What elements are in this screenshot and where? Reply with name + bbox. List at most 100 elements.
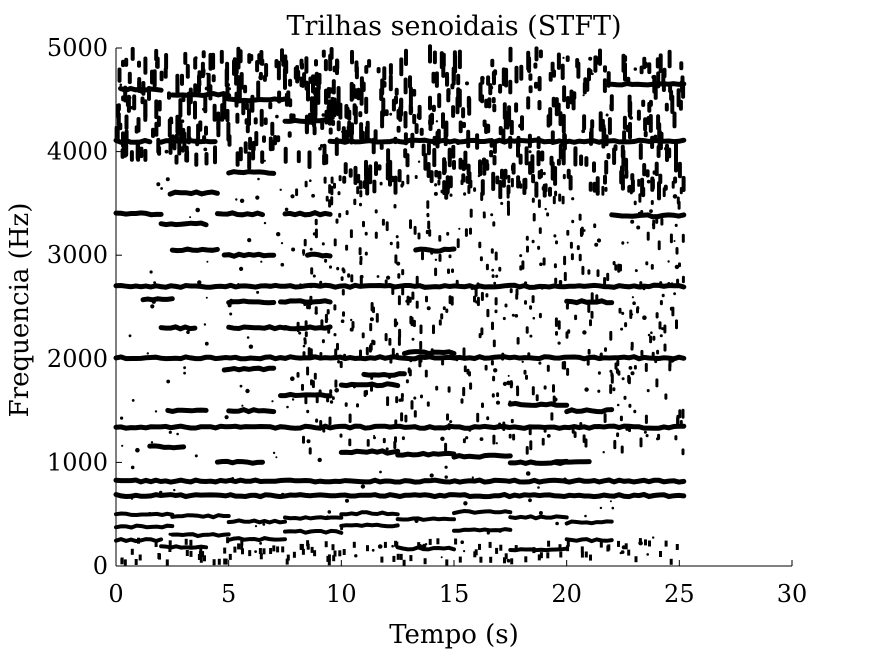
stft-speck xyxy=(490,213,494,217)
stft-peak-dot xyxy=(578,253,582,262)
stft-peak-dot xyxy=(675,247,679,255)
stft-peak-dot xyxy=(642,284,646,291)
stft-peak-dot xyxy=(523,369,527,375)
stft-speck xyxy=(582,229,586,232)
stft-peak-dot xyxy=(476,412,480,423)
stft-peak-dot xyxy=(630,346,634,351)
stft-peak-dot xyxy=(576,245,580,251)
stft-speck xyxy=(591,72,594,76)
stft-peak-dot xyxy=(446,231,450,236)
stft-peak-dot xyxy=(565,331,569,339)
stft-peak-dot xyxy=(312,274,316,278)
stft-peak-dash xyxy=(528,73,533,81)
stft-peak-dash xyxy=(550,130,555,145)
stft-speck xyxy=(672,194,678,199)
stft-peak-dash xyxy=(412,88,417,97)
stft-speck xyxy=(204,341,209,346)
stft-speck xyxy=(128,334,132,338)
stft-peak-dash xyxy=(213,145,217,165)
stft-peak-dash xyxy=(658,53,663,74)
stft-peak-dot xyxy=(563,255,567,266)
stft-speck xyxy=(254,525,258,528)
stft-peak-dot xyxy=(370,302,374,312)
stft-speck xyxy=(204,86,209,91)
stft-speck xyxy=(226,83,231,87)
stft-peak-dot xyxy=(656,349,660,355)
stft-speck xyxy=(498,529,502,533)
stft-low-mark xyxy=(454,538,458,545)
stft-peak-dash xyxy=(495,175,500,185)
stft-peak-dot xyxy=(620,174,624,184)
stft-peak-dot xyxy=(574,314,578,321)
stft-peak-dot xyxy=(400,393,404,398)
stft-peak-dash xyxy=(137,80,142,88)
stft-speck xyxy=(130,465,135,470)
stft-speck xyxy=(263,159,266,162)
stft-speck xyxy=(659,334,663,338)
stft-peak-dash xyxy=(334,137,339,156)
stft-speck xyxy=(563,477,567,482)
stft-peak-dash xyxy=(410,132,415,146)
stft-peak-dot xyxy=(338,212,342,218)
stft-peak-dash xyxy=(222,111,227,120)
stft-speck xyxy=(276,232,281,237)
stft-low-mark xyxy=(199,556,203,563)
stft-peak-dash xyxy=(679,61,684,71)
stft-peak-dash xyxy=(561,113,566,134)
stft-speck xyxy=(245,388,250,394)
stft-peak-dot xyxy=(527,352,531,358)
stft-peak-dash xyxy=(238,146,243,162)
stft-peak-dash xyxy=(243,84,248,94)
stft-peak-dot xyxy=(563,271,567,282)
stft-peak-dot xyxy=(348,438,352,447)
stft-peak-dot xyxy=(374,231,378,239)
stft-peak-dash xyxy=(493,69,498,76)
stft-peak-dash xyxy=(588,181,593,192)
stft-peak-dot xyxy=(359,202,362,207)
stft-peak-dot xyxy=(606,272,610,282)
stft-speck xyxy=(465,436,469,440)
stft-peak-dash xyxy=(654,161,659,177)
stft-speck xyxy=(631,313,634,316)
stft-speck xyxy=(359,274,364,279)
stft-peak-dot xyxy=(659,281,663,286)
stft-peak-dash xyxy=(552,69,556,78)
stft-peak-dash xyxy=(193,57,198,70)
stft-speck xyxy=(365,166,368,169)
stft-peak-dot xyxy=(441,359,445,366)
stft-speck xyxy=(166,379,171,384)
stft-peak-dash xyxy=(630,173,635,181)
stft-peak-dash xyxy=(121,59,125,68)
stft-speck xyxy=(651,75,656,80)
stft-peak-dash xyxy=(324,109,329,125)
stft-peak-dash xyxy=(280,48,284,62)
stft-peak-dot xyxy=(610,372,614,378)
stft-low-mark xyxy=(137,537,140,544)
stft-peak-dot xyxy=(445,186,449,196)
stft-low-mark xyxy=(558,544,562,551)
stft-speck xyxy=(322,425,325,429)
stft-peak-dash xyxy=(264,63,269,78)
stft-peak-dash xyxy=(489,150,494,158)
stft-speck xyxy=(465,81,469,86)
sinusoidal-track xyxy=(564,298,615,306)
stft-peak-dash xyxy=(516,135,521,148)
stft-speck xyxy=(229,312,233,316)
stft-peak-dash xyxy=(408,86,413,107)
stft-peak-dash xyxy=(377,164,382,171)
stft-peak-dot xyxy=(510,177,514,188)
stft-peak-dot xyxy=(526,245,529,253)
stft-low-mark xyxy=(198,551,202,558)
stft-peak-dot xyxy=(661,327,665,331)
stft-low-mark xyxy=(417,542,421,549)
stft-speck xyxy=(616,403,620,407)
stft-peak-dash xyxy=(236,46,241,63)
stft-speck xyxy=(632,301,636,306)
stft-peak-dash xyxy=(342,175,347,184)
stft-speck xyxy=(444,475,448,479)
stft-speck xyxy=(311,193,315,198)
stft-peak-dash xyxy=(403,111,408,129)
stft-speck xyxy=(596,238,602,243)
stft-low-mark xyxy=(134,559,138,565)
stft-speck xyxy=(620,327,624,331)
